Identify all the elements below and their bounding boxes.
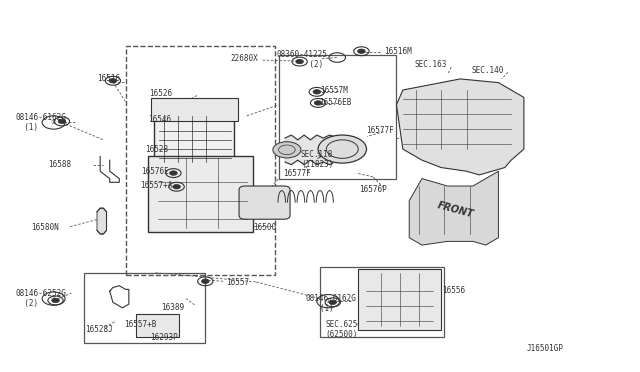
Circle shape bbox=[313, 90, 321, 94]
Circle shape bbox=[202, 279, 209, 283]
Text: 16293P: 16293P bbox=[150, 333, 178, 342]
Circle shape bbox=[318, 135, 367, 163]
FancyBboxPatch shape bbox=[148, 157, 253, 232]
Text: ②: ② bbox=[51, 296, 56, 301]
Circle shape bbox=[173, 185, 180, 189]
Text: 16516: 16516 bbox=[97, 74, 120, 83]
Text: 16528: 16528 bbox=[145, 145, 168, 154]
Text: 08360-41225
       (2): 08360-41225 (2) bbox=[276, 50, 328, 70]
Circle shape bbox=[58, 119, 66, 124]
Text: 16546: 16546 bbox=[148, 115, 171, 124]
Text: 16389: 16389 bbox=[161, 303, 184, 312]
Circle shape bbox=[52, 298, 60, 303]
Text: 16577F: 16577F bbox=[283, 169, 311, 178]
Text: SEC.625
(62500): SEC.625 (62500) bbox=[325, 320, 358, 339]
Text: 16557: 16557 bbox=[226, 278, 249, 287]
Text: 16500: 16500 bbox=[253, 223, 276, 232]
Text: 16526: 16526 bbox=[149, 89, 172, 98]
Text: SEC.163: SEC.163 bbox=[414, 60, 447, 70]
Circle shape bbox=[314, 101, 322, 105]
Text: 16556: 16556 bbox=[442, 286, 465, 295]
Text: 22680X: 22680X bbox=[231, 54, 259, 63]
FancyBboxPatch shape bbox=[136, 314, 179, 337]
Circle shape bbox=[273, 142, 301, 158]
Text: FRONT: FRONT bbox=[436, 200, 475, 219]
Text: 16557+A: 16557+A bbox=[140, 182, 173, 190]
Text: 16528J: 16528J bbox=[86, 326, 113, 334]
Circle shape bbox=[358, 49, 365, 54]
Polygon shape bbox=[396, 79, 524, 175]
Text: 16557M: 16557M bbox=[320, 86, 348, 95]
Circle shape bbox=[296, 60, 303, 64]
FancyBboxPatch shape bbox=[151, 98, 238, 121]
FancyBboxPatch shape bbox=[358, 269, 441, 330]
Text: 16516M: 16516M bbox=[384, 47, 412, 56]
Text: 16557+B: 16557+B bbox=[124, 320, 156, 328]
FancyBboxPatch shape bbox=[154, 110, 234, 166]
Text: 08146-6162G
   (1): 08146-6162G (1) bbox=[306, 294, 357, 313]
FancyBboxPatch shape bbox=[239, 186, 290, 219]
Text: J16501GP: J16501GP bbox=[527, 344, 564, 353]
Polygon shape bbox=[97, 208, 106, 234]
Polygon shape bbox=[409, 171, 499, 245]
Text: SEC.140: SEC.140 bbox=[472, 66, 504, 75]
Text: 08146-6252G
  (2): 08146-6252G (2) bbox=[15, 289, 67, 308]
Text: ①: ① bbox=[326, 299, 331, 304]
Text: 16576EB: 16576EB bbox=[319, 98, 351, 107]
Text: 16576P: 16576P bbox=[360, 185, 387, 194]
Circle shape bbox=[109, 78, 116, 83]
Circle shape bbox=[170, 171, 177, 175]
Text: 16588: 16588 bbox=[48, 160, 71, 169]
Text: ①: ① bbox=[51, 120, 56, 125]
Text: SEC.118
(11823): SEC.118 (11823) bbox=[301, 150, 333, 169]
Text: 16576E: 16576E bbox=[141, 167, 170, 176]
Text: 08146-6162G
  (1): 08146-6162G (1) bbox=[15, 113, 67, 132]
Text: 16577F: 16577F bbox=[366, 126, 394, 135]
Circle shape bbox=[329, 300, 337, 305]
Text: 16580N: 16580N bbox=[31, 223, 59, 232]
